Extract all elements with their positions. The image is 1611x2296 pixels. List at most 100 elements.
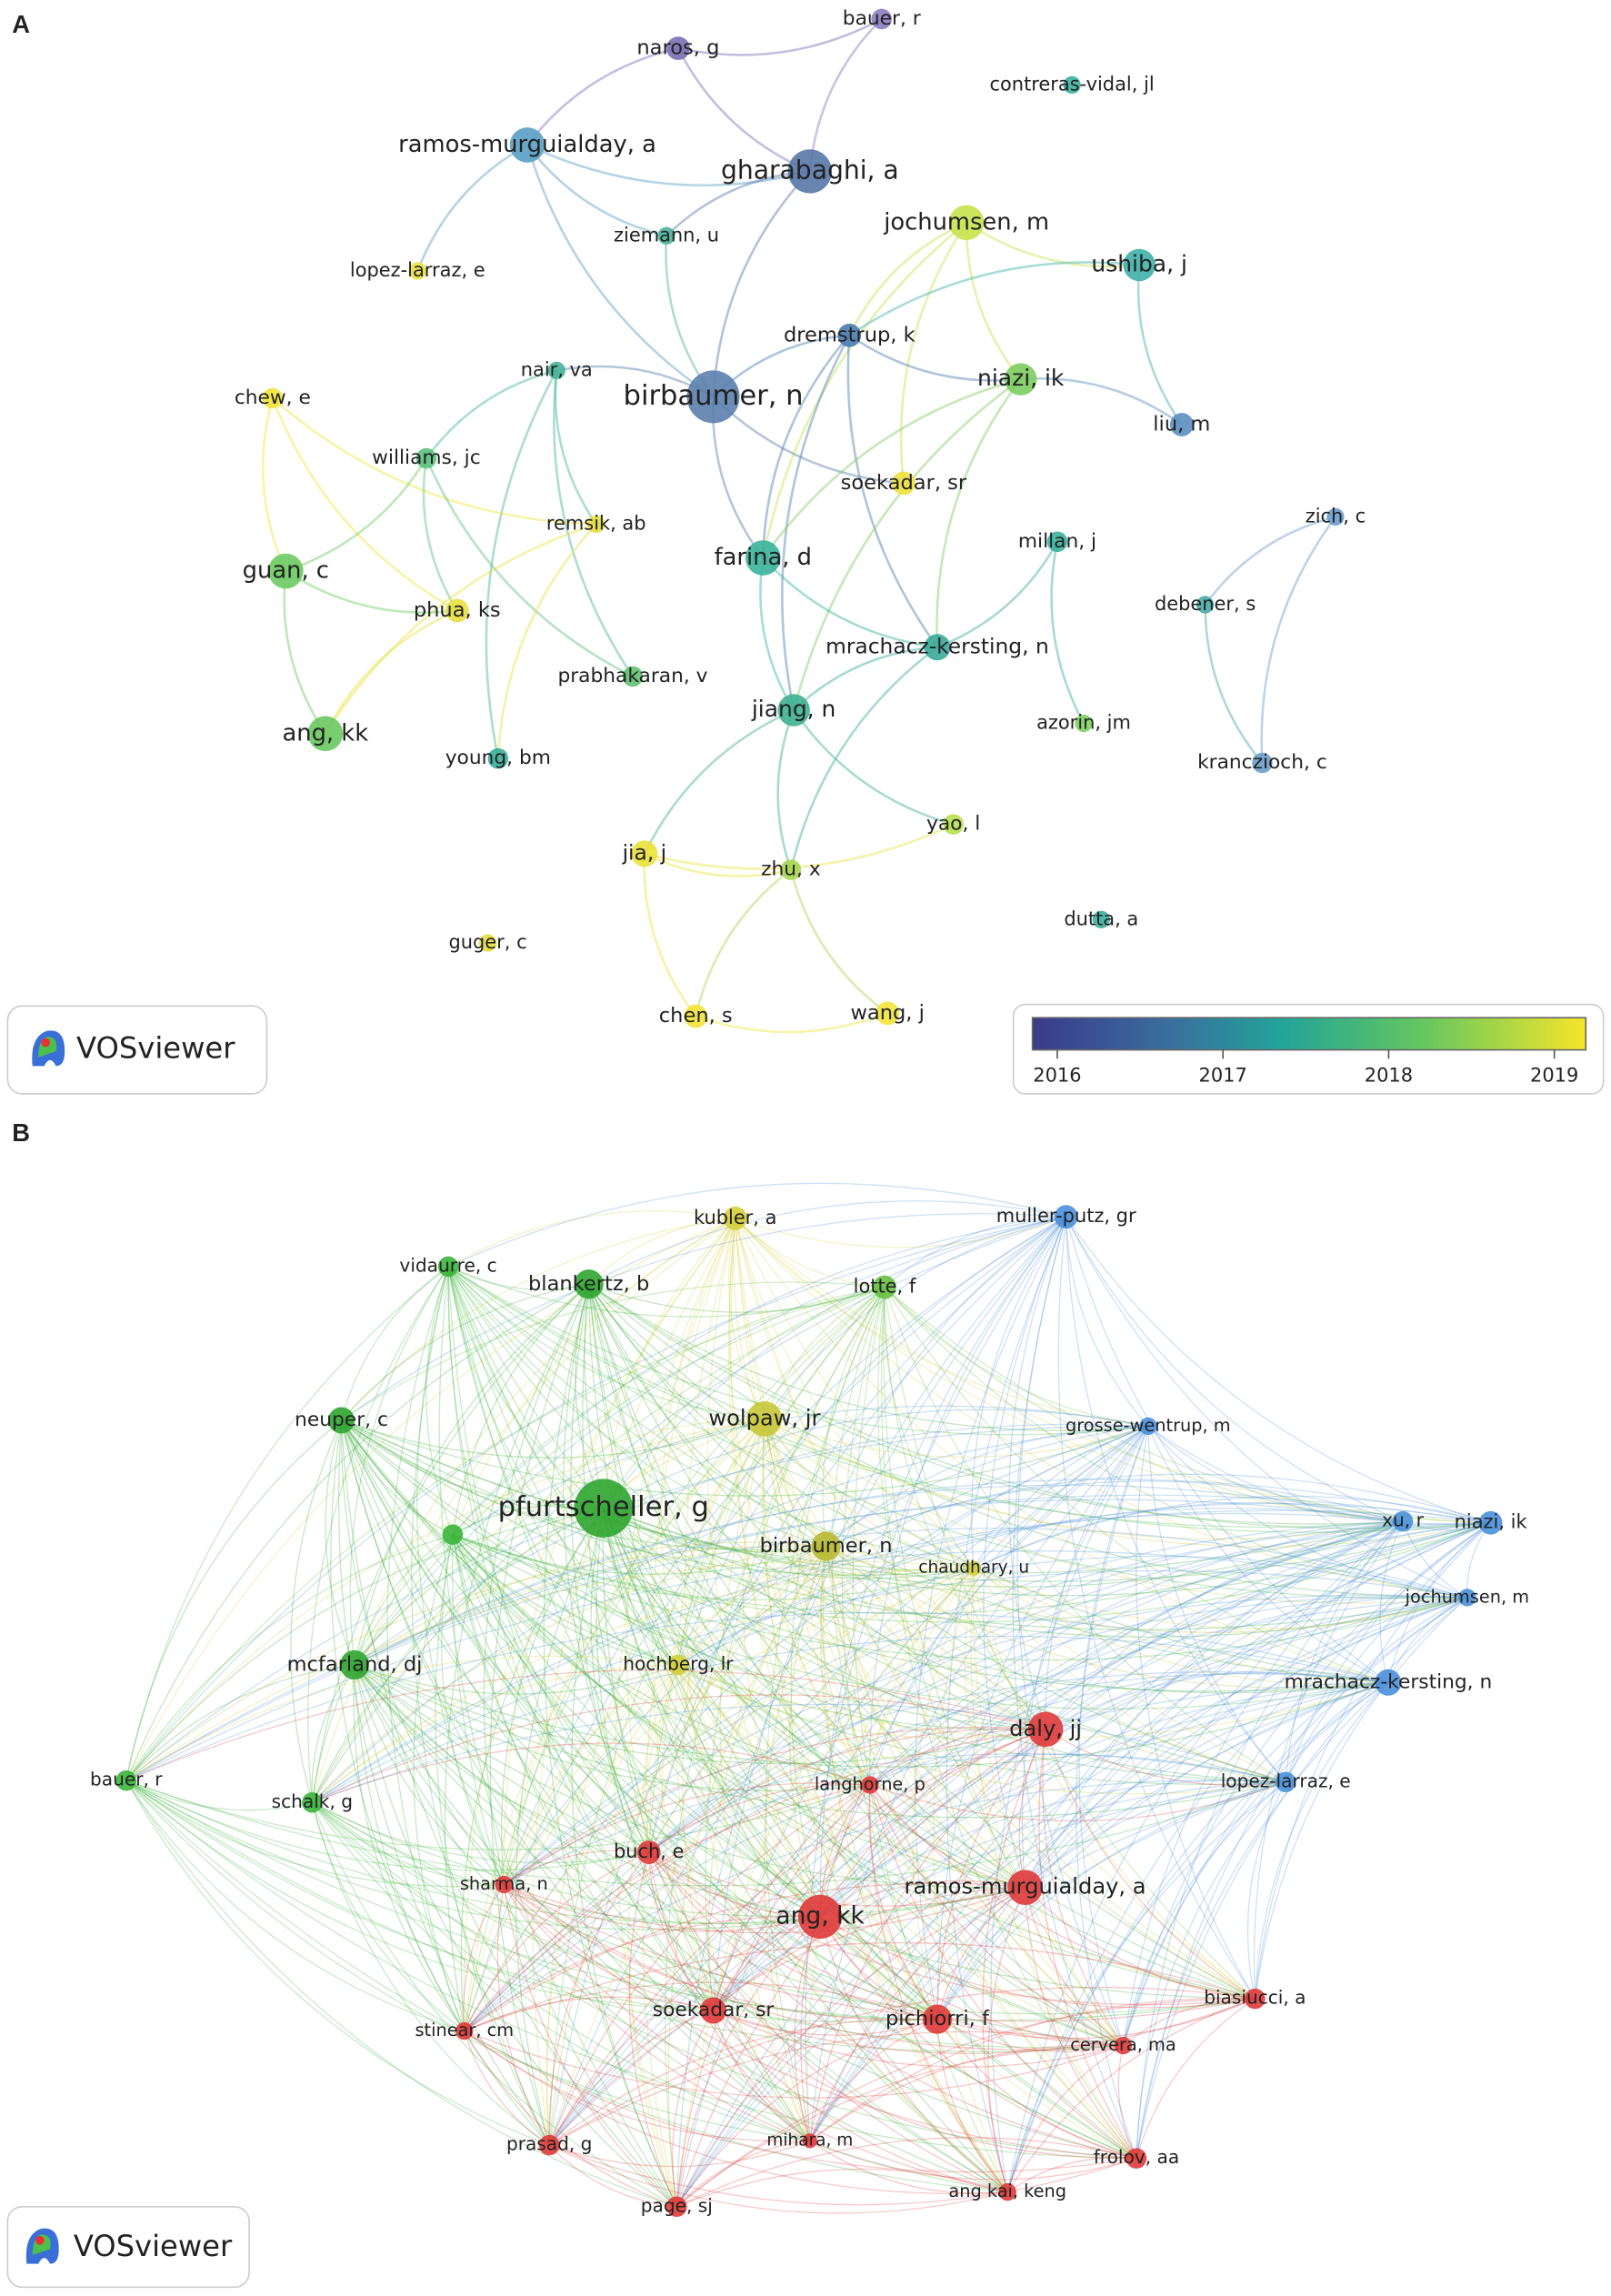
edge: [1147, 1426, 1286, 1783]
edge: [1050, 541, 1086, 725]
edge: [503, 1884, 811, 2141]
edge: [936, 2019, 1008, 2193]
edge: [648, 1520, 1404, 1853]
edge: [1006, 1781, 1286, 2192]
edge: [452, 1216, 1066, 1536]
edge: [503, 1216, 1066, 1885]
edge: [809, 1520, 1404, 2141]
edge: [648, 1851, 821, 1918]
edge: [1008, 1216, 1067, 1730]
edge: [809, 1887, 1026, 2141]
edge: [677, 1664, 1137, 2160]
edge: [340, 1419, 1124, 2047]
edge: [800, 1784, 871, 2141]
edge: [675, 2044, 1124, 2208]
edge: [603, 1409, 1148, 1509]
edge: [311, 1568, 975, 1803]
edge: [447, 1266, 1286, 1783]
edge: [792, 378, 1022, 711]
edge: [677, 1425, 1148, 1666]
edge: [575, 1284, 605, 1509]
edge: [762, 556, 938, 649]
edge: [869, 1781, 1286, 1822]
node-label: jiang, n: [751, 696, 836, 722]
edge: [447, 1266, 1046, 1730]
edge: [675, 1916, 821, 2207]
edge: [341, 1418, 765, 1459]
edge: [869, 1728, 1046, 1786]
edge: [675, 1520, 1404, 2208]
node-label: ang, kk: [775, 1901, 865, 1930]
edge: [820, 1546, 871, 1786]
edge: [588, 1283, 1046, 1730]
edge: [483, 1283, 590, 1885]
edge: [588, 1284, 1137, 2160]
edge: [677, 1419, 765, 1665]
edge: [826, 1480, 1404, 1548]
node: [1063, 75, 1081, 95]
edge: [987, 1887, 1026, 2192]
edge: [311, 1508, 605, 1803]
edge: [1147, 1425, 1491, 1525]
edge: [588, 1283, 1491, 1529]
node-label: chen, s: [659, 1004, 733, 1028]
edge: [603, 1508, 1491, 1597]
edge: [125, 1216, 1066, 1781]
edge: [1285, 1520, 1404, 1782]
edge: [628, 1851, 677, 2208]
node-label: langhorne, p: [815, 1773, 926, 1794]
node-label: ramos-murguialday, a: [398, 131, 656, 158]
node: [455, 2021, 474, 2040]
edge: [761, 1419, 938, 2020]
edge: [682, 1419, 765, 2011]
edge: [503, 1218, 736, 1885]
edge: [1006, 1522, 1491, 2192]
edge: [496, 523, 597, 759]
edge: [648, 1851, 1008, 2193]
edge: [125, 1655, 678, 1781]
logo: VOSviewer: [6, 2205, 250, 2289]
node: [1326, 507, 1345, 526]
node-label: chew, e: [235, 386, 311, 409]
node: [636, 1840, 661, 1864]
edge: [868, 1784, 938, 2020]
edge: [341, 1419, 1404, 1574]
edge: [464, 1664, 679, 2031]
node: [837, 323, 862, 347]
edge: [764, 1286, 886, 1419]
edge: [452, 1534, 975, 1601]
edge: [590, 1508, 650, 1853]
edge: [936, 1887, 1026, 2020]
edge: [936, 1426, 1149, 2020]
edge: [712, 1729, 1046, 2011]
colorbar-tick-label: 2016: [1033, 1065, 1081, 1087]
node-label: grosse-wentrup, m: [1066, 1415, 1231, 1436]
edge: [283, 570, 326, 735]
edge: [728, 1218, 938, 2020]
edge: [661, 1664, 715, 2011]
node-label: zhu, x: [761, 858, 821, 881]
edge: [125, 1780, 714, 2011]
edge: [1147, 1426, 1467, 1599]
edge: [588, 1283, 886, 1313]
edge: [1285, 1522, 1491, 1782]
edge: [503, 1850, 649, 1886]
edge: [973, 1501, 1404, 1569]
edge: [936, 1681, 1389, 2020]
node-label: frolov, aa: [1094, 2146, 1179, 2168]
edge: [1024, 1887, 1124, 2047]
edge: [973, 1568, 1286, 1783]
edge: [588, 1283, 975, 1569]
edge: [762, 377, 1022, 559]
edge: [764, 1419, 1046, 1730]
node: [574, 1479, 633, 1538]
edge: [667, 1546, 827, 2207]
edge: [676, 2168, 1008, 2208]
edge: [973, 1425, 1149, 1569]
edge: [1025, 1597, 1468, 1889]
node-label: birbaumer, n: [624, 380, 804, 412]
edge: [588, 1283, 1388, 1683]
edge: [1057, 1217, 1256, 2000]
edge: [825, 1546, 1137, 2160]
edge: [354, 1541, 826, 1666]
